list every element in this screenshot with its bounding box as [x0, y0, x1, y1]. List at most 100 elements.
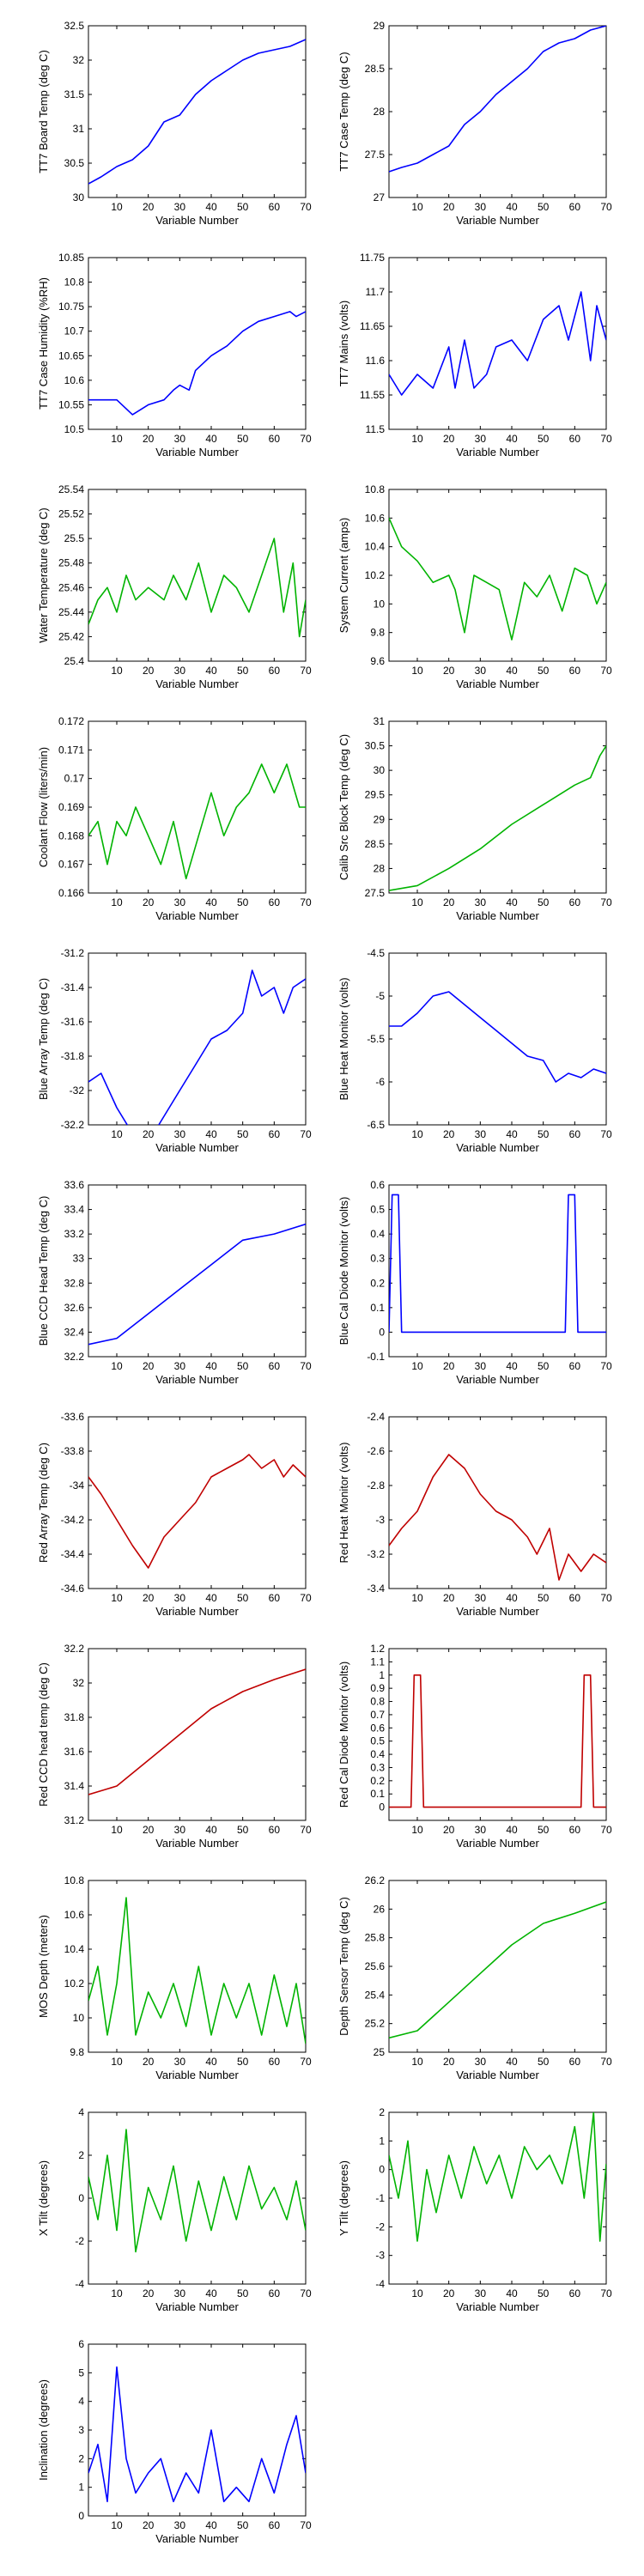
y-tick-label: 0.3	[370, 1253, 385, 1265]
x-tick-label: 20	[143, 2287, 155, 2300]
x-tick-label: 70	[300, 2287, 312, 2300]
x-tick-label: 20	[143, 1824, 155, 1836]
y-tick-label: -5	[375, 990, 385, 1002]
x-axis-label: Variable Number	[155, 2532, 239, 2545]
x-tick-label: 50	[237, 1824, 249, 1836]
y-tick-label: 10.7	[64, 325, 85, 337]
x-tick-label: 70	[600, 1360, 612, 1372]
y-axis-label: MOS Depth (meters)	[37, 1915, 50, 2018]
y-tick-label: -5.5	[367, 1033, 385, 1045]
x-tick-label: 40	[205, 2519, 217, 2531]
x-tick-label: 20	[143, 433, 155, 445]
plot-frame	[88, 25, 307, 198]
y-tick-label: -34.6	[61, 1583, 85, 1595]
x-tick-label: 20	[443, 433, 455, 445]
x-tick-label: 50	[538, 201, 550, 213]
x-tick-label: 10	[111, 1360, 123, 1372]
x-tick-label: 30	[475, 201, 487, 213]
y-tick-label: 10.6	[365, 512, 386, 524]
x-tick-label: 50	[237, 2287, 249, 2300]
y-tick-label: 10.65	[58, 349, 84, 361]
y-tick-label: -34.4	[61, 1548, 85, 1560]
chart-6: 10 20 30 40 50 60 70 9.6 9.8 10 10.2 10.4 10.6 10.8 Va…	[337, 483, 612, 690]
x-tick-label: 10	[411, 1592, 423, 1604]
x-axis-label: Variable Number	[155, 909, 239, 922]
y-tick-label: 0.168	[58, 829, 84, 841]
x-tick-label: 10	[111, 201, 123, 213]
x-tick-label: 10	[111, 665, 123, 677]
x-tick-label: 70	[300, 433, 312, 445]
x-tick-label: 40	[506, 1592, 518, 1604]
x-axis-label: Variable Number	[155, 2069, 239, 2081]
x-axis-label: Variable Number	[456, 1141, 539, 1154]
y-tick-label: 31.6	[64, 1746, 85, 1758]
y-tick-label: 25.4	[64, 655, 85, 667]
y-axis-label: TT7 Board Temp (deg C)	[37, 50, 50, 173]
x-tick-label: 10	[411, 896, 423, 908]
y-tick-label: 0.5	[370, 1735, 385, 1747]
x-tick-label: 70	[600, 201, 612, 213]
x-tick-label: 60	[269, 896, 281, 908]
y-tick-label: 0.171	[58, 744, 84, 756]
series-line	[389, 2112, 606, 2242]
y-tick-label: -2	[75, 2235, 84, 2247]
x-tick-label: 10	[411, 201, 423, 213]
y-tick-label: 11.5	[366, 423, 386, 435]
y-tick-label: 0.9	[370, 1682, 385, 1694]
plot-frame	[88, 2111, 307, 2285]
plot-frame	[88, 1880, 307, 2053]
y-tick-label: 32.2	[64, 1643, 85, 1655]
x-tick-label: 30	[174, 2287, 186, 2300]
y-tick-label: 9.6	[370, 655, 385, 667]
chart-14: 10 20 30 40 50 60 70 -3.4 -3.2 -3 -2.8 -2.6 -2.4 Vari…	[337, 1411, 612, 1618]
x-tick-label: 50	[538, 1592, 550, 1604]
y-tick-label: -3.2	[367, 1548, 385, 1560]
chart-8: 10 20 30 40 50 60 70 27.5 28 28.5 29 29.5 30 30.5 31 Va…	[337, 715, 612, 922]
chart-19: 10 20 30 40 50 60 70 -4 -2 0 2 4 Variable Number X Ti…	[37, 2106, 312, 2313]
x-tick-label: 40	[205, 433, 217, 445]
x-tick-label: 40	[205, 1592, 217, 1604]
x-tick-label: 70	[300, 1592, 312, 1604]
x-tick-label: 70	[600, 665, 612, 677]
y-tick-label: 32.8	[64, 1277, 85, 1289]
x-tick-label: 40	[205, 1824, 217, 1836]
chart-16: 10 20 30 40 50 60 70 00.10.2 0.30.40.50.60.70.8 0…	[337, 1643, 612, 1850]
y-tick-label: 10.85	[58, 252, 84, 264]
x-tick-label: 60	[269, 2287, 281, 2300]
x-axis-label: Variable Number	[456, 677, 539, 690]
x-axis-label: Variable Number	[155, 2300, 239, 2313]
x-tick-label: 60	[269, 433, 281, 445]
y-tick-label: 31.2	[64, 1814, 85, 1826]
y-tick-label: 10.75	[58, 301, 84, 313]
x-tick-label: 60	[269, 1592, 281, 1604]
y-axis-label: Red Heat Monitor (volts)	[337, 1443, 350, 1564]
y-tick-label: 11.55	[360, 389, 385, 401]
chart-13: 10 20 30 40 50 60 70 -34.6 -34.4 -34.2 -34 -33.8 -33…	[37, 1411, 312, 1618]
plot-frame	[388, 489, 607, 662]
y-tick-label: 28	[374, 862, 386, 874]
y-tick-label: 10.55	[58, 398, 84, 410]
y-tick-label: -4	[75, 2278, 84, 2290]
x-tick-label: 10	[111, 1592, 123, 1604]
y-tick-label: -33.6	[61, 1411, 85, 1423]
y-tick-label: 25.42	[58, 630, 84, 642]
x-tick-label: 70	[300, 1360, 312, 1372]
x-tick-label: 40	[506, 2287, 518, 2300]
y-tick-label: 0	[379, 1801, 385, 1814]
y-axis-label: Red CCD head temp (deg C)	[37, 1662, 50, 1807]
x-tick-label: 30	[475, 2056, 487, 2068]
x-tick-label: 20	[443, 2056, 455, 2068]
y-axis-label: Blue Cal Diode Monitor (volts)	[337, 1197, 350, 1346]
x-tick-label: 50	[237, 2056, 249, 2068]
x-tick-label: 50	[538, 433, 550, 445]
y-tick-label: -3.4	[367, 1583, 385, 1595]
y-tick-label: -31.2	[61, 947, 85, 959]
plot-frame	[388, 1184, 607, 1358]
y-tick-label: 2	[78, 2149, 84, 2161]
y-tick-label: 25.2	[365, 2018, 386, 2030]
x-tick-label: 20	[143, 1128, 155, 1140]
x-tick-label: 10	[111, 2519, 123, 2531]
y-axis-label: Water Temperature (deg C)	[37, 507, 50, 643]
x-axis-label: Variable Number	[456, 2300, 539, 2313]
series-line	[88, 538, 306, 638]
